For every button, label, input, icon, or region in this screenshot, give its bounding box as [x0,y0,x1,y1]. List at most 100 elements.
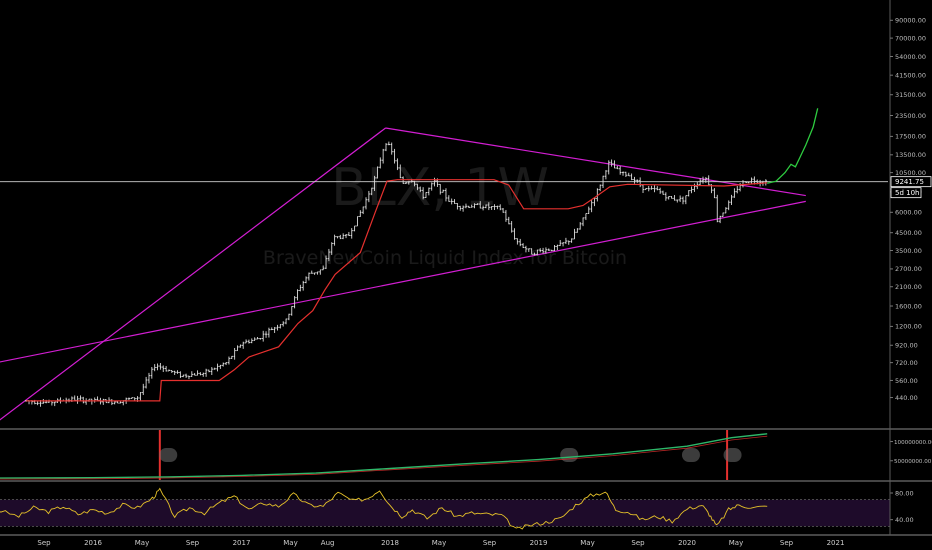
time-tick-label: Sep [186,539,200,547]
candle [590,199,593,213]
candle [147,372,151,384]
candle [167,369,171,372]
candle [299,284,302,292]
candle [656,186,659,191]
candle [247,339,251,344]
candle [73,395,76,401]
candle [267,327,271,338]
candle [259,337,262,340]
candle [150,366,154,379]
candle [230,355,233,359]
projection-path[interactable] [767,108,819,184]
price-tick-label: 70000.00 [895,34,926,42]
candle [636,179,639,183]
price-tick-label: 31500.00 [895,91,926,99]
candle [541,247,545,254]
price-tick-label: 1600.00 [895,302,922,310]
candle [107,397,111,404]
candle [321,265,325,271]
candle [313,272,316,275]
time-tick-label: 2017 [233,539,251,547]
rsi-line[interactable] [0,487,768,530]
candle [341,233,345,240]
candle [344,234,348,239]
candle [159,363,162,370]
candle [110,399,114,406]
candle [270,327,273,331]
candle [193,372,196,376]
candle [473,203,476,209]
candle [113,401,116,405]
price-tick-label: 17500.00 [895,133,926,141]
support-line[interactable] [26,179,768,402]
time-axis[interactable]: Sep 2016 May Sep 2017 May Aug 2018 May Sep 2019 May… [37,539,844,547]
candle [82,396,85,404]
candle [593,198,596,207]
grid-layer [0,428,932,536]
time-tick-label: 2019 [530,539,548,547]
candle [396,158,399,171]
candle [219,364,222,369]
candle [467,205,471,209]
trendline-upper-right-line[interactable] [385,127,806,197]
price-panel[interactable] [0,108,890,422]
candle [190,371,194,377]
candle [187,375,191,380]
watermark-name: BraveNewCoin Liquid Index for Bitcoin [263,247,627,269]
candle [678,195,682,202]
candle [367,190,371,203]
candle [199,372,202,376]
current-price-tag: 9241.75 [890,176,932,188]
candle [676,199,679,203]
candle [284,318,288,325]
candle [399,164,402,179]
candle [287,313,291,321]
price-tick-label: 560.00 [895,377,918,385]
price-tick-label: 23500.00 [895,112,926,120]
rsi-panel[interactable]: 80.00 40.00 [0,487,914,530]
candle [139,392,142,402]
obv-line[interactable] [0,433,768,479]
obv-panel[interactable]: 100000000.00 50000000.00 [0,430,932,480]
candle [544,247,548,254]
candle [353,225,356,232]
candle [216,363,219,372]
candle [670,196,673,199]
candle [327,248,331,262]
candle [176,370,179,374]
candle [127,397,131,401]
candle [733,188,736,198]
candle [390,142,393,155]
candle [624,171,628,178]
candle [627,172,630,177]
price-tick-label: 920.00 [895,342,918,350]
candle [479,201,482,209]
candle [381,148,385,164]
candle [521,243,525,249]
candle [162,365,165,373]
candle [730,194,733,206]
price-tick-label: 720.00 [895,359,918,367]
candle [373,175,376,191]
candle [616,165,619,170]
candle [376,166,379,179]
candle [664,192,668,201]
candle [684,195,688,205]
candle [293,296,296,309]
candle [444,188,448,202]
candle [598,184,602,192]
candle [527,248,530,252]
price-tick-label: 1200.00 [895,323,922,331]
trendline-lower-line[interactable] [0,200,806,363]
trendline-upper-left-line[interactable] [0,127,386,422]
bar-timer-label: 5d 10h [895,189,919,197]
candle [182,374,185,378]
candle [647,185,650,192]
candle [36,401,39,406]
candle [681,196,685,205]
price-tick-label: 13500.00 [895,151,926,159]
candle [701,176,705,184]
candle [262,330,265,342]
candle [736,185,739,194]
